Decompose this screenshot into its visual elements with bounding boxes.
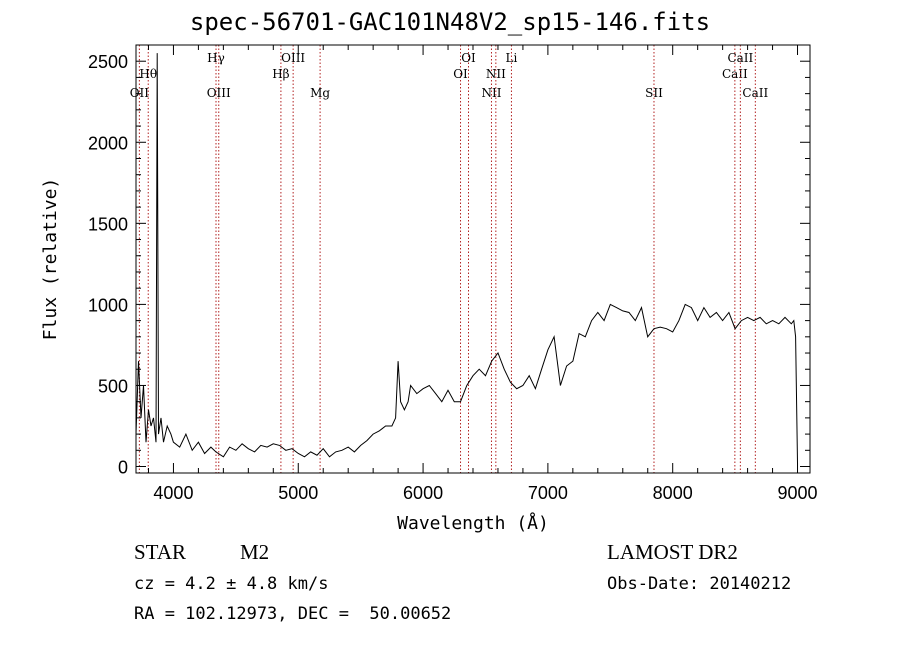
marker-label-3: OIII [207, 86, 231, 100]
marker-label-10: NII [486, 67, 506, 81]
marker-label-14: CaII [727, 51, 753, 65]
observation-date: Obs-Date: 20140212 [607, 574, 792, 594]
redshift-cz: cz = 4.2 ± 4.8 km/s [134, 574, 329, 594]
x-tick-label-2: 6000 [403, 483, 443, 503]
x-tick-label-4: 8000 [653, 483, 693, 503]
y-tick-label-0: 0 [118, 458, 128, 478]
marker-label-0: OII [130, 86, 150, 100]
marker-label-12: SII [645, 86, 663, 100]
object-class: STAR [134, 540, 186, 564]
x-tick-label-1: 5000 [278, 483, 318, 503]
x-tick-label-5: 9000 [777, 483, 817, 503]
x-tick-label-0: 4000 [153, 483, 193, 503]
y-tick-label-4: 2000 [88, 133, 128, 153]
marker-label-4: Hβ [272, 67, 289, 81]
chart-title: spec-56701-GAC101N48V2_sp15-146.fits [189, 8, 711, 36]
x-axis-label: Wavelength (Å) [397, 512, 549, 534]
plot-frame [135, 44, 811, 474]
y-axis: 0 500 1000 1500 2000 2500 [88, 52, 810, 478]
y-tick-label-1: 500 [98, 376, 128, 396]
y-tick-label-3: 1500 [88, 214, 128, 234]
y-tick-label-5: 2500 [88, 52, 128, 72]
x-axis: 4000 5000 6000 7000 8000 9000 [147, 45, 818, 503]
x-tick-label-3: 7000 [528, 483, 568, 503]
marker-label-5: OIII [281, 51, 305, 65]
marker-label-15: CaII [742, 86, 768, 100]
y-axis-label: Flux (relative) [40, 178, 61, 341]
y-tick-label-2: 1000 [88, 295, 128, 315]
line-markers: OIIHθHγOIIIHβOIIIMgOIOINIINIILiSIICaIICa… [130, 45, 768, 473]
survey-name: LAMOST DR2 [607, 540, 738, 564]
marker-label-11: Li [506, 51, 518, 65]
marker-label-2: Hγ [207, 51, 225, 65]
marker-label-6: Mg [310, 86, 330, 100]
coordinates: RA = 102.12973, DEC = 50.00652 [134, 604, 452, 624]
object-subclass: M2 [240, 540, 270, 564]
marker-label-1: Hθ [139, 67, 157, 81]
marker-label-8: OI [461, 51, 476, 65]
marker-label-13: CaII [722, 67, 748, 81]
marker-label-7: OI [453, 67, 468, 81]
marker-label-9: NII [481, 86, 501, 100]
spectrum-line-0 [135, 53, 798, 464]
spectrum-series [135, 53, 798, 464]
